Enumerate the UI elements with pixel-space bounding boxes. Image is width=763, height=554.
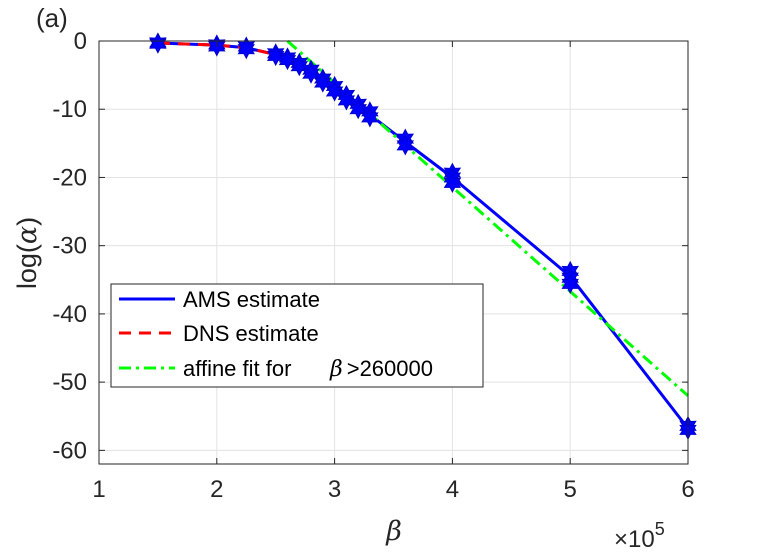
x-multiplier: ×105 <box>614 519 665 553</box>
y-tick-label: -30 <box>52 233 87 260</box>
x-axis-label: β <box>385 516 402 547</box>
plot-background <box>99 41 688 464</box>
ams-marker <box>396 135 415 156</box>
ams-marker <box>349 99 367 120</box>
legend-label-dns: DNS estimate <box>183 321 319 346</box>
ams-marker <box>278 50 297 71</box>
ams-marker <box>561 273 579 294</box>
x-tick-label: 2 <box>210 476 223 503</box>
ams-marker <box>290 56 309 77</box>
y-tick-label: -60 <box>52 437 87 464</box>
legend-box <box>110 283 484 388</box>
y-tick-label: -10 <box>52 96 87 123</box>
x-tick-label: 4 <box>446 476 459 503</box>
x-tick-label: 5 <box>564 476 577 503</box>
x-tick-label: 6 <box>681 476 694 503</box>
y-tick-label: 0 <box>74 28 87 55</box>
ams-marker <box>325 81 344 102</box>
ams-marker <box>149 33 167 54</box>
legend: AMS estimate DNS estimate affine fit for… <box>110 283 484 388</box>
series-line-dashdot <box>286 39 689 397</box>
panel-label: (a) <box>36 3 68 33</box>
legend-label-ams: AMS estimate <box>183 287 320 312</box>
ams-marker <box>302 63 320 84</box>
y-tick-label: -40 <box>52 301 87 328</box>
x-tick-label: 1 <box>92 476 105 503</box>
y-tick-label: -50 <box>52 369 87 396</box>
plot-frame <box>98 40 689 465</box>
tick-labels: 1 2 3 4 5 6 0 -10 -20 -30 -40 -50 -60 <box>52 28 694 503</box>
ams-marker <box>337 90 356 111</box>
ams-marker <box>443 172 462 193</box>
ams-marker <box>361 107 379 128</box>
axis-ticks <box>98 40 689 464</box>
y-tick-label: -20 <box>52 164 87 191</box>
ams-marker <box>237 39 255 60</box>
y-axis-label: log(α) <box>12 217 43 289</box>
legend-label-affine: affine fit for β >260000 <box>183 356 433 382</box>
x-tick-label: 3 <box>328 476 341 503</box>
ams-marker <box>314 72 332 93</box>
ams-marker <box>266 45 285 67</box>
